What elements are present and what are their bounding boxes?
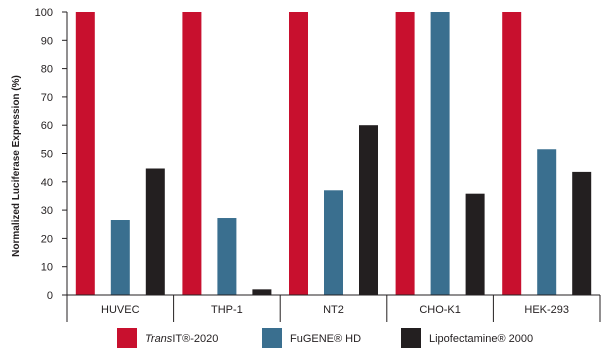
- bar: [359, 125, 378, 295]
- bar: [110, 220, 130, 295]
- y-tick-label: 50: [41, 149, 53, 161]
- y-tick-label: 20: [41, 233, 53, 245]
- y-tick-label: 30: [41, 205, 53, 217]
- y-tick-label: 100: [35, 7, 53, 19]
- bar: [572, 171, 592, 295]
- bar: [252, 289, 272, 295]
- legend-swatch: [117, 328, 137, 348]
- legend-label: FuGENE® HD: [290, 333, 361, 345]
- y-tick-label: 40: [41, 177, 53, 189]
- bar: [537, 149, 557, 295]
- legend-label: TransIT®-2020: [145, 333, 218, 345]
- bar: [182, 12, 202, 295]
- y-tick-label: 10: [41, 262, 53, 274]
- bar: [145, 168, 165, 295]
- legend-swatch: [401, 328, 421, 348]
- y-tick-label: 0: [47, 290, 53, 302]
- x-tick-label: HEK-293: [524, 304, 569, 316]
- y-axis-label: Normalized Luciferase Expression (%): [11, 75, 22, 257]
- bar: [430, 12, 450, 295]
- y-tick-label: 60: [41, 120, 53, 132]
- bar: [502, 12, 522, 295]
- bar: [75, 12, 95, 295]
- bar: [395, 12, 415, 295]
- x-tick-label: HUVEC: [101, 304, 140, 316]
- bar: [289, 12, 308, 295]
- bar: [324, 190, 343, 295]
- x-tick-label: THP-1: [211, 304, 243, 316]
- y-tick-label: 70: [41, 92, 53, 104]
- y-tick-label: 90: [41, 35, 53, 47]
- legend-label: Lipofectamine® 2000: [429, 333, 533, 345]
- x-tick-label: NT2: [323, 304, 344, 316]
- bar: [217, 218, 237, 295]
- x-tick-label: CHO-K1: [419, 304, 461, 316]
- legend-swatch: [262, 328, 282, 348]
- bar: [465, 193, 485, 295]
- y-tick-label: 80: [41, 64, 53, 76]
